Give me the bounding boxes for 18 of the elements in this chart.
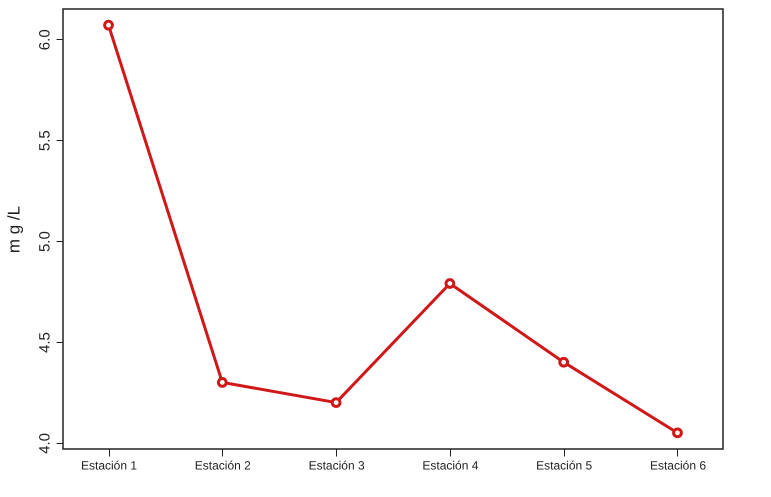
x-tick-label: Estación 5	[536, 458, 593, 472]
y-axis-title: m g /L	[4, 206, 24, 254]
point	[444, 278, 456, 289]
x-tick-label: Estación 6	[650, 458, 706, 472]
point	[216, 377, 228, 388]
point	[330, 397, 342, 408]
point	[672, 427, 683, 438]
x-tick-label: Estación 1	[80, 458, 138, 472]
point	[558, 356, 570, 368]
y-tick-label: 6.0	[36, 29, 54, 50]
y-tick-label: 5.0	[36, 231, 54, 252]
x-tick-label: Estación 3	[308, 458, 365, 472]
x-tick-label: Estación 2	[194, 458, 252, 472]
y-tick-label: 4.5	[36, 332, 54, 353]
y-tick-label: 5.5	[36, 130, 54, 152]
x-tick-label: Estación 4	[422, 458, 479, 472]
point	[103, 20, 114, 31]
y-tick-label: 4.0	[36, 433, 54, 454]
